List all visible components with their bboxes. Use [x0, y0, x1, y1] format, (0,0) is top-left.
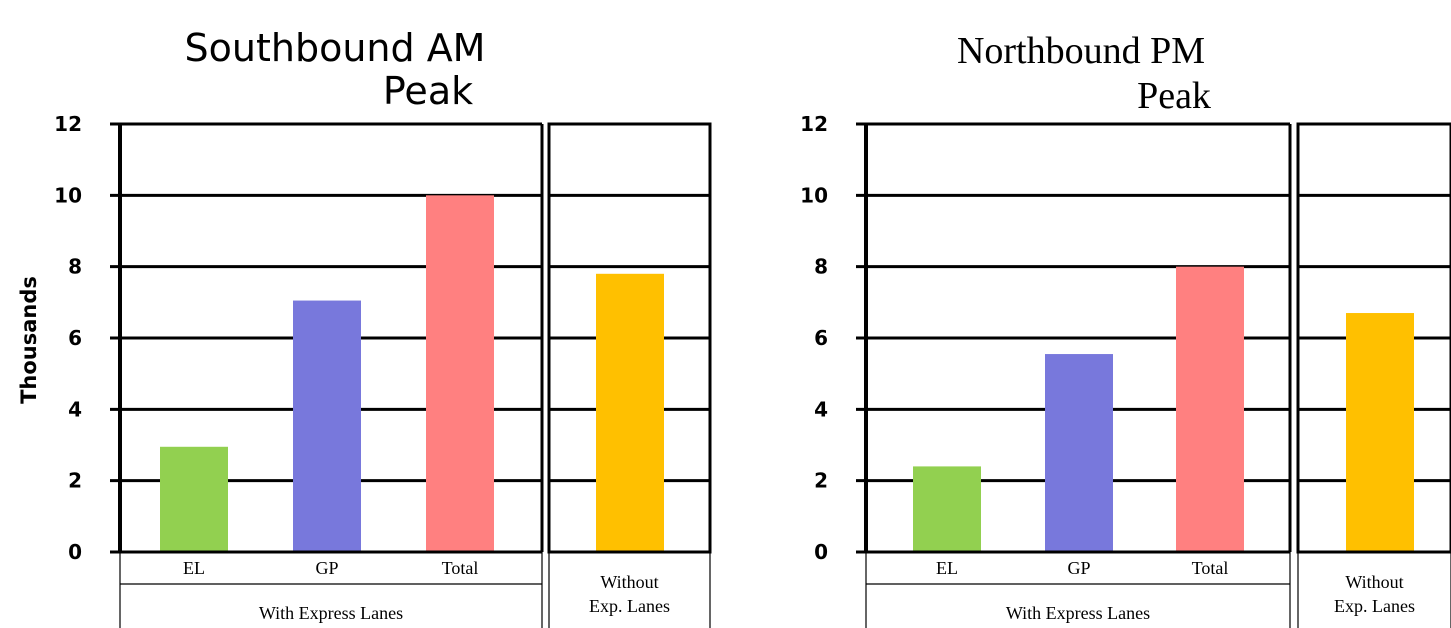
chart-title-line: Peak: [1137, 75, 1211, 117]
y-tick-label: 4: [68, 397, 82, 421]
y-tick-label: 2: [814, 469, 828, 493]
y-tick-label: 8: [68, 255, 82, 279]
bar-total: [1176, 266, 1244, 552]
y-axis-label: Thousands: [17, 276, 41, 404]
bar-el: [913, 466, 981, 552]
bar-gp: [1045, 354, 1113, 552]
y-tick-label: 12: [800, 112, 828, 136]
bar-without-express-lanes: [1346, 313, 1414, 552]
y-tick-label: 12: [54, 112, 82, 136]
x-tick-label: EL: [183, 558, 205, 578]
x-tick-label: Total: [442, 558, 479, 578]
y-tick-label: 2: [68, 469, 82, 493]
frame-without-lanes: [547, 122, 712, 554]
group-label-with-express-lanes: With Express Lanes: [1006, 603, 1150, 623]
x-tick-label: EL: [936, 558, 958, 578]
y-tick-label: 10: [54, 183, 82, 207]
y-tick-label: 6: [68, 326, 82, 350]
y-tick-label: 10: [800, 183, 828, 207]
group-label-with-express-lanes: With Express Lanes: [259, 603, 403, 623]
group-label-without-express-lanes: Exp. Lanes: [1334, 596, 1415, 616]
y-tick-label: 4: [814, 397, 828, 421]
group-label-without-express-lanes: Without: [600, 572, 658, 592]
x-tick-label: GP: [1067, 558, 1090, 578]
chart-title-line: Northbound PM: [957, 30, 1205, 72]
x-tick-label: GP: [315, 558, 338, 578]
y-tick-label: 0: [814, 540, 828, 564]
bar-without-express-lanes: [596, 273, 664, 552]
group-label-without-express-lanes: Without: [1345, 572, 1403, 592]
bar-el: [160, 446, 228, 552]
chart-title-line: Peak: [383, 69, 473, 113]
group-label-without-express-lanes: Exp. Lanes: [589, 596, 670, 616]
y-tick-label: 0: [68, 540, 82, 564]
x-tick-label: Total: [1192, 558, 1229, 578]
chart-title-line: Southbound AM: [185, 26, 486, 70]
frame-without-lanes: [1296, 122, 1451, 554]
y-tick-label: 8: [814, 255, 828, 279]
bar-gp: [293, 300, 361, 552]
y-tick-label: 6: [814, 326, 828, 350]
bar-total: [426, 195, 494, 553]
